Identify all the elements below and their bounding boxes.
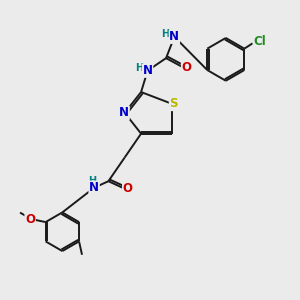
- Text: N: N: [119, 106, 129, 119]
- Text: N: N: [169, 30, 179, 43]
- Text: O: O: [25, 213, 35, 226]
- Text: O: O: [123, 182, 133, 195]
- Text: N: N: [142, 64, 153, 77]
- Text: Cl: Cl: [254, 35, 266, 48]
- Text: H: H: [88, 176, 97, 186]
- Text: H: H: [161, 29, 169, 39]
- Text: O: O: [182, 61, 192, 74]
- Text: N: N: [89, 181, 99, 194]
- Text: S: S: [169, 98, 178, 110]
- Text: H: H: [135, 63, 143, 73]
